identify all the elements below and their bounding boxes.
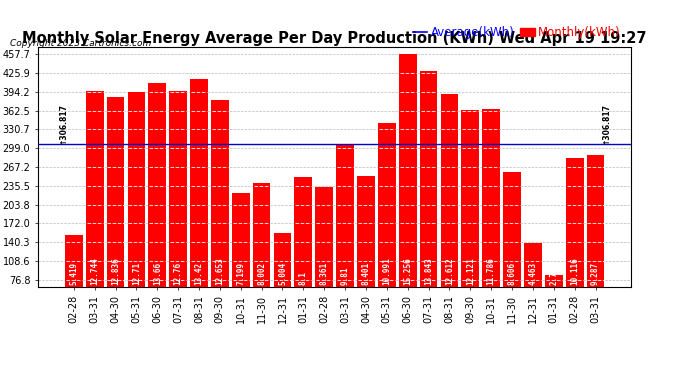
Text: ↑306.817: ↑306.817 <box>602 103 611 144</box>
Text: 10.991: 10.991 <box>382 257 391 285</box>
Bar <box>586 155 604 326</box>
Bar <box>357 176 375 326</box>
Text: 9.81: 9.81 <box>341 266 350 285</box>
Bar <box>336 145 354 326</box>
Bar <box>274 234 291 326</box>
Text: 12.836: 12.836 <box>111 257 120 285</box>
Text: 12.653: 12.653 <box>215 257 224 285</box>
Bar <box>65 236 83 326</box>
Text: 7.199: 7.199 <box>236 261 245 285</box>
Bar <box>440 94 458 326</box>
Bar <box>462 110 479 326</box>
Bar <box>295 177 312 326</box>
Text: 8.606: 8.606 <box>508 261 517 285</box>
Text: 12.71: 12.71 <box>132 261 141 285</box>
Bar <box>128 92 146 326</box>
Bar <box>566 158 584 326</box>
Text: 10.116: 10.116 <box>570 257 579 285</box>
Text: 5.419: 5.419 <box>69 261 78 285</box>
Bar <box>86 91 104 326</box>
Bar <box>253 183 270 326</box>
Text: 12.76: 12.76 <box>174 261 183 285</box>
Bar <box>399 54 417 326</box>
Bar <box>232 193 250 326</box>
Bar <box>211 100 229 326</box>
Bar <box>107 97 124 326</box>
Text: ↑306.817: ↑306.817 <box>59 103 68 144</box>
Text: 11.786: 11.786 <box>486 257 495 285</box>
Text: 15.256: 15.256 <box>403 257 412 285</box>
Text: 5.004: 5.004 <box>278 261 287 285</box>
Text: 12.744: 12.744 <box>90 257 99 285</box>
Bar <box>420 71 437 326</box>
Bar <box>503 172 521 326</box>
Bar <box>190 79 208 326</box>
Text: 8.361: 8.361 <box>319 261 328 285</box>
Bar <box>482 109 500 326</box>
Text: 13.66: 13.66 <box>152 261 161 285</box>
Bar <box>315 187 333 326</box>
Text: 4.463: 4.463 <box>529 261 538 285</box>
Text: 13.42: 13.42 <box>195 261 204 285</box>
Bar <box>545 276 562 326</box>
Text: 8.1: 8.1 <box>299 271 308 285</box>
Text: 13.843: 13.843 <box>424 257 433 285</box>
Text: 12.612: 12.612 <box>445 257 454 285</box>
Title: Monthly Solar Energy Average Per Day Production (KWh) Wed Apr 19 19:27: Monthly Solar Energy Average Per Day Pro… <box>22 31 647 46</box>
Text: 2.719: 2.719 <box>549 261 558 285</box>
Bar <box>378 123 395 326</box>
Text: 8.002: 8.002 <box>257 261 266 285</box>
Text: 12.121: 12.121 <box>466 257 475 285</box>
Legend: Average(kWh), Monthly(kWh): Average(kWh), Monthly(kWh) <box>408 22 625 44</box>
Bar <box>169 91 187 326</box>
Bar <box>524 243 542 326</box>
Text: 9.287: 9.287 <box>591 261 600 285</box>
Text: 8.401: 8.401 <box>362 261 371 285</box>
Text: Copyright 2023 Cartronics.com: Copyright 2023 Cartronics.com <box>10 39 152 48</box>
Bar <box>148 82 166 326</box>
